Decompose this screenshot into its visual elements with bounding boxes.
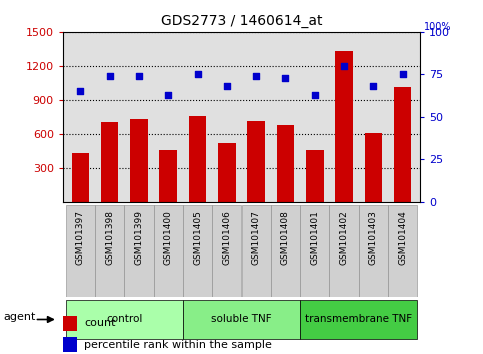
Text: GSM101406: GSM101406 xyxy=(222,210,231,265)
Bar xyxy=(159,150,177,202)
Bar xyxy=(218,143,236,202)
Point xyxy=(399,72,407,77)
Bar xyxy=(66,300,183,339)
Text: GSM101408: GSM101408 xyxy=(281,210,290,265)
Point xyxy=(252,73,260,79)
Bar xyxy=(183,205,212,297)
Bar xyxy=(277,125,294,202)
Bar xyxy=(329,205,359,297)
Text: GSM101407: GSM101407 xyxy=(252,210,261,265)
Bar xyxy=(300,300,417,339)
Text: soluble TNF: soluble TNF xyxy=(211,314,272,325)
Bar xyxy=(365,133,382,202)
Bar xyxy=(124,205,154,297)
Text: GSM101399: GSM101399 xyxy=(134,210,143,265)
Text: GSM101405: GSM101405 xyxy=(193,210,202,265)
Text: control: control xyxy=(106,314,142,325)
Text: GSM101403: GSM101403 xyxy=(369,210,378,265)
Point xyxy=(194,72,201,77)
Bar xyxy=(388,205,417,297)
Bar xyxy=(271,205,300,297)
Bar xyxy=(183,300,300,339)
Text: percentile rank within the sample: percentile rank within the sample xyxy=(84,339,272,350)
Text: GSM101401: GSM101401 xyxy=(310,210,319,265)
Bar xyxy=(394,87,412,202)
Point xyxy=(76,88,84,94)
Bar xyxy=(71,153,89,202)
Text: GDS2773 / 1460614_at: GDS2773 / 1460614_at xyxy=(161,14,322,28)
Bar xyxy=(300,205,329,297)
Bar xyxy=(95,205,124,297)
Bar xyxy=(101,122,118,202)
Point xyxy=(311,92,319,98)
Text: count: count xyxy=(84,318,116,329)
Point xyxy=(164,92,172,98)
Text: agent: agent xyxy=(3,313,36,322)
Point xyxy=(369,84,377,89)
Point xyxy=(106,73,114,79)
Bar xyxy=(306,150,324,202)
Text: GSM101402: GSM101402 xyxy=(340,210,349,265)
Text: GSM101400: GSM101400 xyxy=(164,210,173,265)
Bar xyxy=(189,116,206,202)
Bar xyxy=(66,205,95,297)
Bar xyxy=(335,51,353,202)
Text: GSM101397: GSM101397 xyxy=(76,210,85,265)
Text: GSM101404: GSM101404 xyxy=(398,210,407,265)
Text: transmembrane TNF: transmembrane TNF xyxy=(305,314,412,325)
Bar xyxy=(63,316,77,331)
Point xyxy=(282,75,289,81)
Bar xyxy=(242,205,271,297)
Bar xyxy=(359,205,388,297)
Bar xyxy=(154,205,183,297)
Text: GSM101398: GSM101398 xyxy=(105,210,114,265)
Text: 100%: 100% xyxy=(424,22,451,32)
Bar xyxy=(130,119,148,202)
Bar xyxy=(63,337,77,352)
Point xyxy=(223,84,231,89)
Bar xyxy=(247,121,265,202)
Bar xyxy=(212,205,242,297)
Point xyxy=(340,63,348,69)
Point xyxy=(135,73,143,79)
